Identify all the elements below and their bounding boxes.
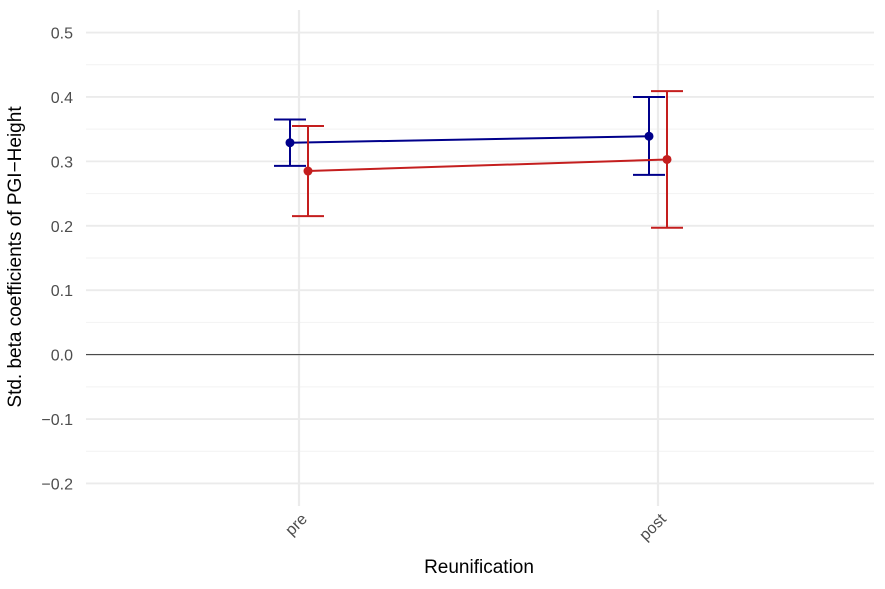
series-line: [289, 135, 650, 144]
y-tick-label: 0.5: [51, 26, 73, 43]
y-tick-label: −0.2: [41, 476, 73, 493]
x-tick-label: pre: [282, 511, 310, 539]
y-tick-label: 0.4: [51, 90, 73, 107]
data-point: [644, 131, 654, 141]
y-tick-label: 0.0: [51, 348, 73, 365]
y-axis-title: Std. beta coefficients of PGI−Height: [5, 106, 26, 408]
y-tick-label: 0.2: [51, 219, 73, 236]
x-axis-ticks: pre post: [282, 510, 670, 544]
y-axis-ticks: −0.2 −0.1 0.0 0.1 0.2 0.3 0.4 0.5: [41, 26, 73, 494]
plot-series: [274, 90, 683, 229]
grid: [86, 10, 874, 506]
data-point: [662, 154, 672, 164]
y-tick-label: 0.3: [51, 154, 73, 171]
x-axis-title: Reunification: [424, 557, 534, 578]
data-point: [303, 166, 313, 176]
series-line: [307, 158, 668, 173]
data-point: [285, 138, 295, 148]
series-1: [274, 95, 665, 176]
series-2: [292, 90, 683, 229]
y-tick-label: 0.1: [51, 283, 73, 300]
y-tick-label: −0.1: [41, 412, 73, 429]
x-tick-label: post: [636, 510, 670, 544]
